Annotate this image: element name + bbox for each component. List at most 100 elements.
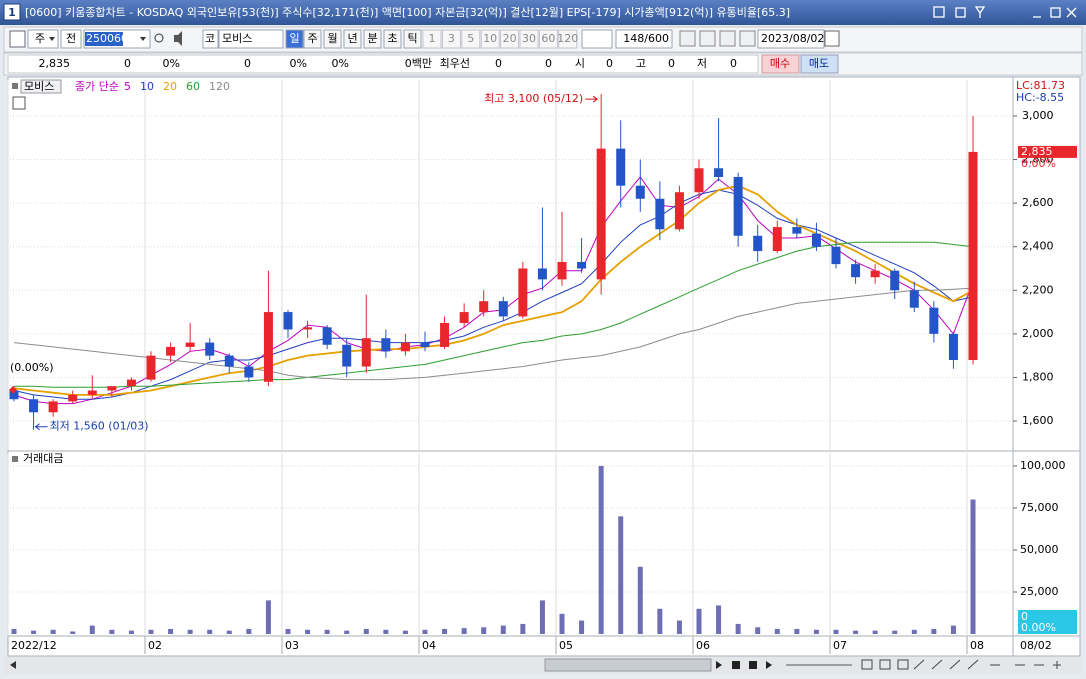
candle-body [674, 192, 684, 230]
volume-bar [618, 516, 624, 634]
quote-cell: 0% [163, 57, 180, 70]
candle-body [537, 268, 547, 280]
count-box[interactable] [615, 29, 673, 49]
candle-body [342, 344, 352, 367]
minute-button[interactable] [461, 29, 481, 49]
candle-body [616, 148, 626, 186]
volume-bar [970, 499, 976, 634]
legend-label: 120 [209, 80, 230, 93]
date-input[interactable] [757, 29, 825, 49]
volume-bar [657, 608, 663, 634]
hc-label: HC:-8.55 [1016, 91, 1064, 104]
quote-cell: 0백만 [405, 57, 432, 70]
title-bar [0, 0, 1086, 25]
sell-label[interactable]: 매도 [809, 57, 829, 70]
volume-bar [383, 629, 389, 634]
calendar-button[interactable] [824, 30, 840, 47]
scroll-left[interactable] [10, 661, 16, 669]
minute-label: 3 [448, 32, 455, 45]
interval-button[interactable] [323, 29, 342, 49]
minute-button[interactable] [538, 29, 558, 49]
interval-button[interactable] [343, 29, 362, 49]
y-tick-label: 2,000 [1022, 327, 1054, 340]
playback-controls[interactable] [716, 661, 772, 669]
volume-bar [246, 628, 252, 634]
search-icon[interactable] [154, 33, 164, 43]
stock-tag[interactable] [20, 79, 62, 94]
minute-button[interactable] [422, 29, 442, 49]
volume-bar [422, 629, 428, 634]
volume-bar [833, 629, 839, 634]
interval-button[interactable] [383, 29, 402, 49]
x-tick-label: 03 [285, 639, 299, 652]
quote-cell: 0 [545, 57, 552, 70]
quote-cell: 저 [697, 57, 707, 70]
scroll-bar[interactable] [4, 657, 1082, 674]
candle-body [459, 312, 469, 323]
legend-label: 10 [140, 80, 154, 93]
y-tick-label: 75,000 [1020, 501, 1059, 514]
volume-bar [207, 629, 213, 634]
last-price: 2,835 [1021, 145, 1053, 158]
tool-icon[interactable] [739, 30, 756, 47]
x-end-label: 08/02 [1020, 639, 1052, 652]
buy-button[interactable] [761, 54, 800, 74]
candle-body [68, 394, 78, 402]
minute-button[interactable] [558, 29, 578, 49]
minute-button[interactable] [441, 29, 461, 49]
volume-bar [265, 600, 271, 634]
name-input[interactable] [218, 29, 284, 49]
volume-bar [500, 625, 506, 634]
volume-bar [755, 627, 761, 634]
candle-body [498, 301, 508, 317]
market-box[interactable] [202, 29, 219, 49]
interval-button[interactable] [303, 29, 322, 49]
blank-select[interactable] [581, 29, 613, 49]
buy-label[interactable]: 매수 [770, 57, 790, 70]
candle-body [420, 342, 430, 347]
dropdown-arrow [49, 37, 55, 41]
scroll-thumb[interactable] [544, 658, 712, 672]
candle-body [400, 342, 410, 352]
start-marker [9, 386, 17, 394]
volume-bar [872, 630, 878, 634]
candle-body [929, 307, 939, 334]
candle-body [890, 270, 900, 291]
last-price-box [1018, 145, 1077, 158]
layout-icon[interactable] [9, 30, 26, 48]
minute-button[interactable] [480, 29, 500, 49]
volume-bar [305, 629, 311, 634]
interval-label: 틱 [407, 32, 417, 45]
sell-button[interactable] [800, 54, 839, 74]
interval-button[interactable] [363, 29, 382, 49]
sound-icon[interactable] [174, 31, 182, 46]
candle-body [870, 270, 880, 278]
volume-bar [598, 465, 604, 634]
start-label: (0.00%) [10, 361, 54, 374]
tool-icon[interactable] [719, 30, 736, 47]
volume-bar [148, 629, 154, 634]
period-select[interactable] [27, 29, 59, 49]
dropdown-arrow [140, 37, 146, 41]
volume-bar [735, 623, 741, 634]
volume-bar [226, 630, 232, 634]
minute-button[interactable] [500, 29, 520, 49]
grid-icon[interactable] [12, 96, 26, 110]
interval-button[interactable] [285, 29, 304, 49]
interval-label: 일 [289, 31, 299, 45]
interval-button[interactable] [403, 29, 422, 49]
volume-bar [187, 629, 193, 634]
x-tick-label: 06 [696, 639, 710, 652]
tool-icon[interactable] [699, 30, 716, 47]
bottom-tools[interactable] [861, 659, 1061, 670]
quote-cell: 0 [244, 57, 251, 70]
minute-button[interactable] [519, 29, 539, 49]
volume-bar [579, 620, 585, 634]
window-controls[interactable] [933, 6, 1077, 18]
stock-tag-label: 모비스 [24, 80, 54, 93]
range-select[interactable] [60, 29, 82, 49]
volume-bar [539, 600, 545, 634]
tool-icon[interactable] [679, 30, 696, 47]
candle-body [185, 342, 195, 347]
candle-body [518, 268, 528, 317]
